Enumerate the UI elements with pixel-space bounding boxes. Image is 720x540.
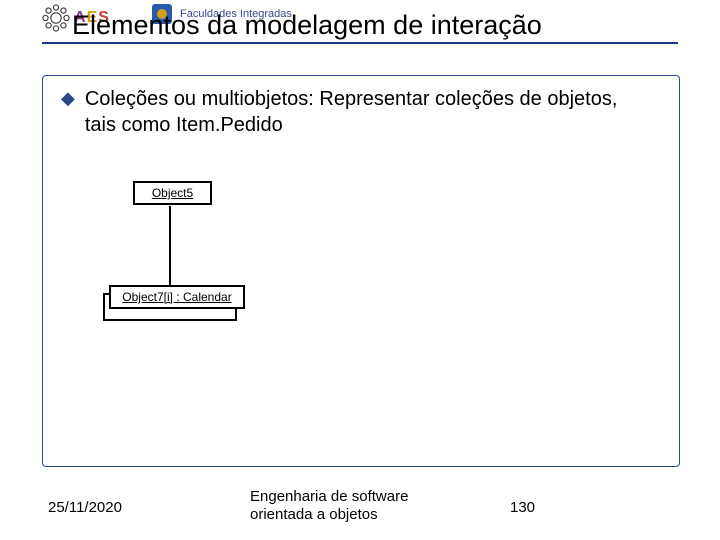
content-box: ◆ Coleções ou multiobjetos: Representar …: [42, 75, 680, 467]
footer-page: 130: [510, 499, 535, 516]
header-underline: [42, 42, 678, 44]
footer-center: Engenharia de software orientada a objet…: [250, 488, 470, 524]
footer-date: 25/11/2020: [48, 499, 122, 516]
footer-center-line2: orientada a objetos: [250, 506, 470, 524]
slide-title: Elementos da modelagem de interação: [72, 10, 542, 41]
object7-box: Object7[i] : Calendar: [109, 285, 245, 309]
bullet-marker: ◆: [61, 88, 75, 110]
object5-box: Object5: [133, 181, 212, 205]
connector-line: [169, 206, 171, 285]
uml-diagram: Object5 Object7[i] : Calendar: [103, 181, 303, 371]
bullet-text: Coleções ou multiobjetos: Representar co…: [85, 86, 649, 138]
gear-icon: [42, 4, 70, 32]
slide: A E S Faculdades Integradas Elementos da…: [0, 0, 720, 540]
bullet-item: ◆ Coleções ou multiobjetos: Representar …: [61, 86, 649, 138]
footer-center-line1: Engenharia de software: [250, 488, 470, 506]
